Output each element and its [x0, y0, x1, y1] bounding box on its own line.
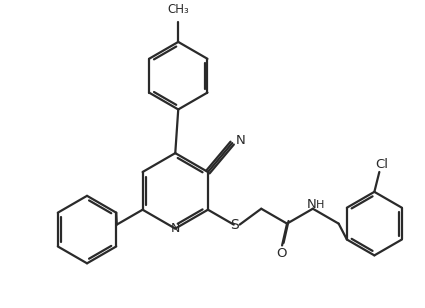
Text: Cl: Cl	[375, 158, 388, 171]
Text: N: N	[170, 222, 180, 235]
Text: H: H	[316, 200, 324, 210]
Text: CH₃: CH₃	[167, 3, 189, 16]
Text: N: N	[307, 198, 317, 211]
Text: N: N	[235, 134, 245, 147]
Text: S: S	[230, 218, 239, 232]
Text: O: O	[276, 247, 286, 260]
